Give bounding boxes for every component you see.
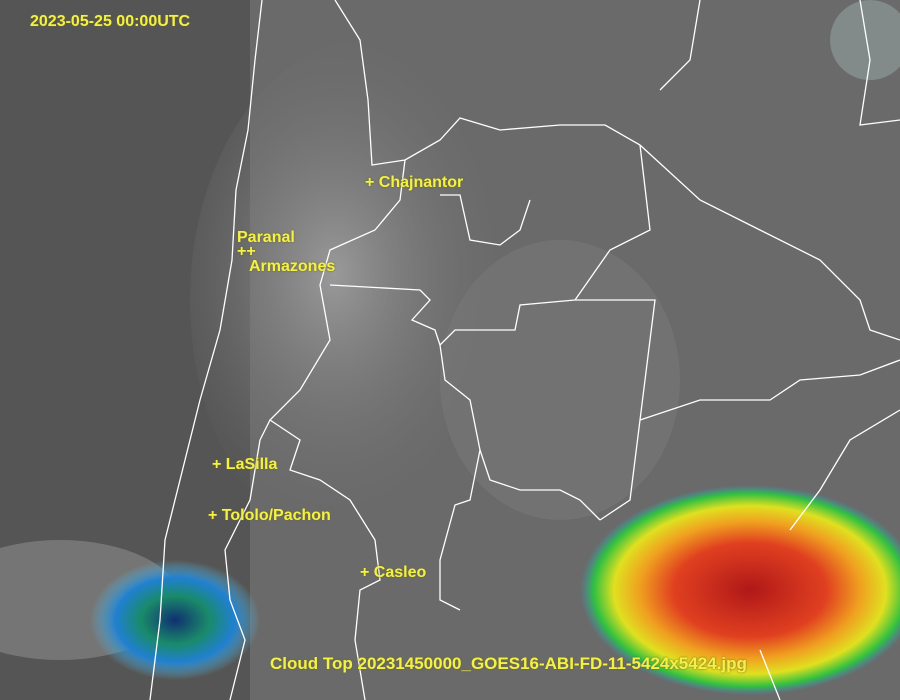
site-label-paranal: Paranal [237, 229, 295, 246]
site-label-casleo: + Casleo [360, 564, 427, 581]
site-label-tololo-pachon: + Tololo/Pachon [208, 507, 331, 524]
cold-cloud-southwest [90, 560, 260, 680]
storm-cloud-southeast [580, 485, 900, 695]
image-caption: Cloud Top 20231450000_GOES16-ABI-FD-11-5… [270, 654, 747, 673]
site-label-chajnantor: + Chajnantor [365, 174, 464, 191]
timestamp-label: 2023-05-25 00:00UTC [30, 13, 191, 30]
site-label-armazones: Armazones [249, 258, 336, 275]
country-borders [149, 0, 900, 700]
site-marker-paranal-armazones: ++ [237, 243, 256, 260]
site-label-lasilla: + LaSilla [212, 456, 278, 473]
